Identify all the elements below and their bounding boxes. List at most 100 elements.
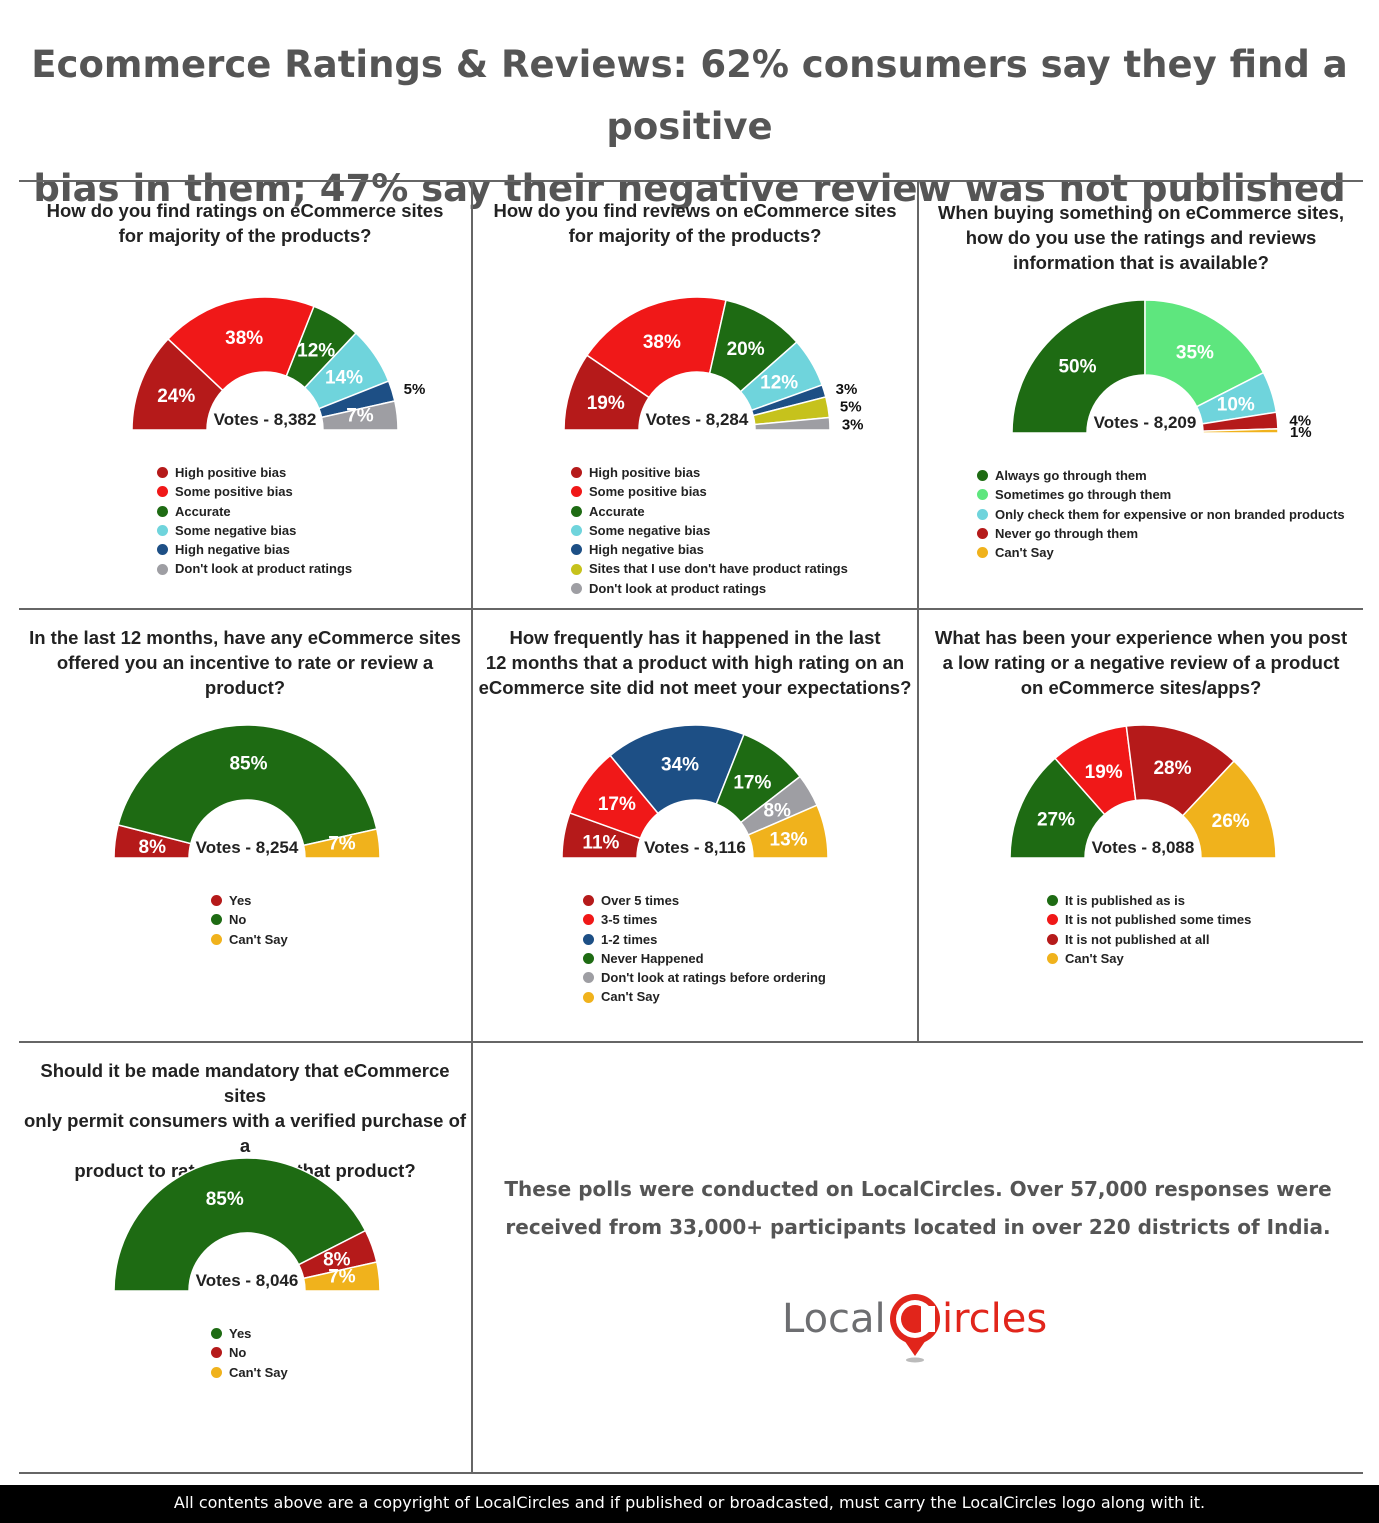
legend-dot-icon xyxy=(571,544,582,556)
legend-dot-icon xyxy=(157,563,168,575)
slice-label: 34% xyxy=(661,755,699,776)
page-title: Ecommerce Ratings & Reviews: 62% consume… xyxy=(0,34,1379,220)
legend-label: It is published as is xyxy=(1065,893,1185,908)
legend-dot-icon xyxy=(583,895,594,907)
legend-entry: Only check them for expensive or non bra… xyxy=(977,505,1345,524)
half-donut-chart: 19% 38% 20% 12% 3%5%3% Votes - 8,284 xyxy=(563,296,864,433)
legend-dot-icon xyxy=(1047,952,1058,964)
poll-question-line: how do you use the ratings and reviews xyxy=(965,227,1317,248)
localcircles-logo: Local ircles xyxy=(782,1294,1047,1363)
legend-dot-icon xyxy=(157,467,168,479)
chart-legend: Always go through them Sometimes go throu… xyxy=(977,466,1345,562)
poll-question: In the last 12 months, have any eCommerc… xyxy=(19,625,471,700)
slice-label: 7% xyxy=(328,834,356,855)
poll-question: How frequently has it happened in the la… xyxy=(473,625,917,700)
legend-label: Some negative bias xyxy=(589,522,711,538)
grid-line-row-1 xyxy=(19,608,1363,610)
legend-entry: Don't look at product ratings xyxy=(157,559,352,578)
slice-label: 7% xyxy=(328,1267,356,1288)
legend-label: Can't Say xyxy=(229,931,288,947)
legend-entry: Accurate xyxy=(571,502,848,521)
votes-label: Votes - 8,088 xyxy=(1092,838,1195,857)
poll-question-line: information that is available? xyxy=(1013,252,1269,273)
poll-question-line: How frequently has it happened in the la… xyxy=(509,627,881,648)
donut-slice xyxy=(320,400,399,431)
donut-slice xyxy=(113,1157,367,1292)
poll-question-line: a low rating or a negative review of a p… xyxy=(942,652,1340,673)
poll-question-line: eCommerce site did not meet your expecta… xyxy=(478,677,912,698)
legend-dot-icon xyxy=(1047,895,1058,907)
legend-dot-icon xyxy=(571,486,582,498)
legend-dot-icon xyxy=(211,1347,222,1359)
slice-label: 27% xyxy=(1037,810,1075,831)
legend-entry: Some positive bias xyxy=(157,482,352,501)
slice-label: 10% xyxy=(1217,394,1255,415)
grid-line-top xyxy=(19,180,1363,182)
legend-label: Only check them for expensive or non bra… xyxy=(995,506,1345,522)
poll-chart-7: Should it be made mandatory that eCommer… xyxy=(19,1043,471,1472)
legend-dot-icon xyxy=(157,486,168,498)
legend-dot-icon xyxy=(571,467,582,479)
poll-chart-5: How frequently has it happened in the la… xyxy=(473,610,917,1041)
legend-label: Sometimes go through them xyxy=(995,487,1172,503)
poll-note-line-2: received from 33,000+ participants locat… xyxy=(505,1215,1331,1239)
legend-dot-icon xyxy=(571,582,582,594)
grid-line-row-2 xyxy=(19,1041,1363,1043)
poll-question-line: In the last 12 months, have any eCommerc… xyxy=(29,627,461,648)
donut-slice xyxy=(302,1261,381,1292)
legend-entry: It is not published at all xyxy=(1047,930,1251,949)
half-donut-chart: 27% 19% 28% 26% Votes - 8,088 xyxy=(1009,724,1277,859)
legend-label: High negative bias xyxy=(589,542,704,558)
legend-label: Over 5 times xyxy=(601,893,680,908)
donut-slice xyxy=(585,296,727,399)
slice-label: 85% xyxy=(206,1189,244,1210)
chart-legend: Yes No Can't Say xyxy=(211,891,288,949)
legend-entry: Some negative bias xyxy=(157,521,352,540)
copyright-footer: All contents above are a copyright of Lo… xyxy=(0,1485,1379,1523)
legend-label: High negative bias xyxy=(175,542,290,558)
legend-label: No xyxy=(229,912,247,928)
legend-dot-icon xyxy=(571,563,582,575)
legend-dot-icon xyxy=(583,933,594,945)
legend-label: High positive bias xyxy=(589,465,701,480)
legend-label: Don't look at ratings before ordering xyxy=(601,970,826,986)
logo-text-local: Local xyxy=(782,1296,886,1342)
grid-line-bottom xyxy=(19,1472,1363,1474)
chart-legend: Yes No Can't Say xyxy=(211,1324,288,1382)
legend-entry: 3-5 times xyxy=(583,910,826,929)
legend-entry: Over 5 times xyxy=(583,891,826,910)
slice-label: 38% xyxy=(643,332,681,353)
legend-entry: High negative bias xyxy=(157,540,352,559)
legend-dot-icon xyxy=(1047,914,1058,926)
half-donut-chart: 8% 85% 7% Votes - 8,254 xyxy=(113,724,381,859)
legend-dot-icon xyxy=(977,489,988,501)
legend-label: Some negative bias xyxy=(175,522,297,538)
poll-question-line: for majority of the products? xyxy=(568,225,822,246)
legend-dot-icon xyxy=(211,1366,222,1378)
donut-slice xyxy=(117,724,378,847)
poll-question: When buying something on eCommerce sites… xyxy=(919,200,1363,275)
poll-question-line: What has been your experience when you p… xyxy=(934,627,1348,648)
legend-dot-icon xyxy=(977,470,988,482)
legend-dot-icon xyxy=(977,508,988,520)
legend-dot-icon xyxy=(583,952,594,964)
votes-label: Votes - 8,116 xyxy=(644,838,746,857)
legend-entry: No xyxy=(211,1343,288,1362)
legend-entry: It is published as is xyxy=(1047,891,1251,910)
slice-label: 24% xyxy=(157,386,195,407)
legend-entry: Some positive bias xyxy=(571,482,848,501)
chart-legend: High positive bias Some positive bias Accu… xyxy=(571,463,848,598)
donut-slice xyxy=(1144,299,1265,408)
poll-question-line: on eCommerce sites/apps? xyxy=(1020,677,1262,698)
poll-question: How do you find reviews on eCommerce sit… xyxy=(473,198,917,248)
legend-dot-icon xyxy=(571,524,582,536)
donut-slice xyxy=(302,828,381,859)
legend-label: No xyxy=(229,1345,247,1361)
legend-entry: Some negative bias xyxy=(571,521,848,540)
donut-slice xyxy=(1011,299,1146,434)
legend-entry: Can't Say xyxy=(1047,949,1251,968)
legend-dot-icon xyxy=(977,527,988,539)
legend-entry: Always go through them xyxy=(977,466,1345,485)
slice-label: 11% xyxy=(582,833,619,854)
poll-question-line: When buying something on eCommerce sites… xyxy=(937,202,1345,223)
